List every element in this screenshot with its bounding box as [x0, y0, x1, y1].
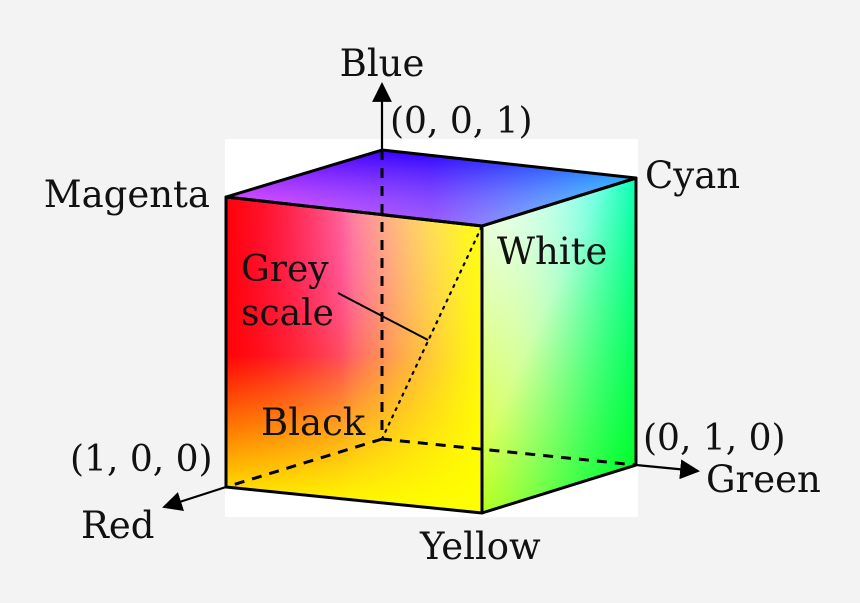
- magenta-label: Magenta: [44, 173, 210, 216]
- visible-edges: [224, 148, 638, 515]
- cube-faces: [226, 150, 636, 513]
- grey-scale-label-line-2: scale: [241, 293, 334, 334]
- blue-coordinate-label: (0, 0, 1): [390, 101, 533, 142]
- red-axis-arrow: [162, 485, 227, 511]
- grey-scale-diagonal: [380, 224, 484, 441]
- hidden-edges: [225, 150, 637, 489]
- black-label: Black: [261, 401, 366, 444]
- green-axis-label: Green: [706, 458, 821, 501]
- grey-scale-label-line-1: Grey: [241, 249, 329, 290]
- white-label: White: [497, 230, 607, 273]
- grey-scale-pointer: [337, 292, 429, 341]
- green-coordinate-label: (0, 1, 0): [643, 418, 786, 459]
- red-coordinate-label: (1, 0, 0): [70, 439, 213, 480]
- green-axis-arrow: [635, 459, 700, 480]
- cyan-label: Cyan: [645, 154, 740, 197]
- red-axis-label: Red: [81, 504, 154, 547]
- blue-axis-label: Blue: [340, 42, 425, 85]
- yellow-label: Yellow: [419, 525, 541, 568]
